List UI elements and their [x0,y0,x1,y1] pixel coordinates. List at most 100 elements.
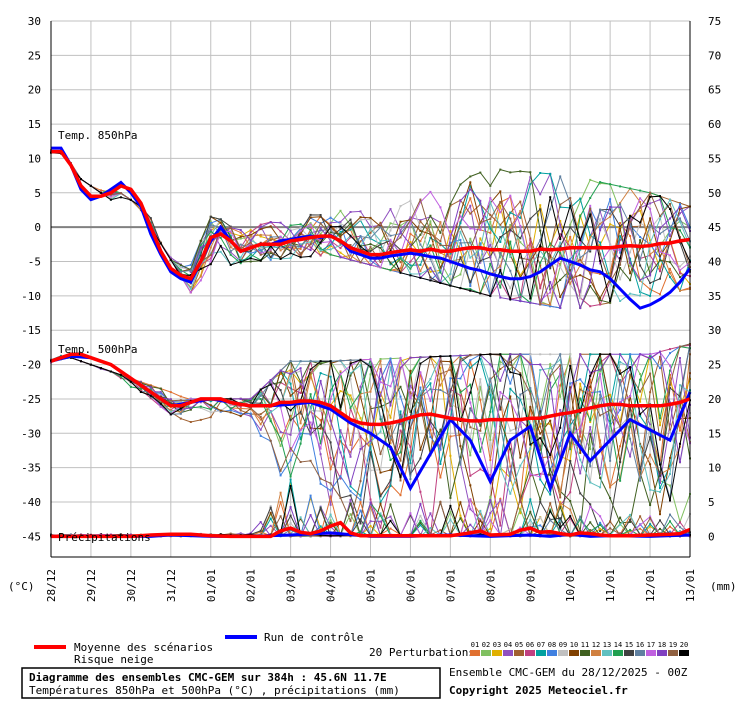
perturbation-point [279,389,282,392]
perturbation-point [619,227,622,230]
perturbation-point [379,415,382,418]
perturbation-point [479,228,482,231]
perturbation-point [469,366,472,369]
perturbation-point [419,396,422,399]
perturbation-point [479,518,482,521]
perturbation-point [319,249,322,252]
legend-perturbation-id: 05 [515,641,523,649]
perturbation-point [489,438,492,441]
perturbation-point [519,237,522,240]
perturbation-point [249,412,252,415]
perturbation-point [559,223,562,226]
perturbation-point [189,421,192,423]
perturbation-point [289,224,292,227]
perturbation-point [339,370,342,373]
legend-perturbation-swatch [492,650,502,656]
perturbation-point [579,378,582,381]
perturbation-point [559,252,562,255]
perturbation-point [189,291,192,294]
perturbation-point [409,241,412,243]
perturbation-point [529,473,532,476]
perturbation-point [459,199,462,202]
perturbation-point [679,429,681,432]
perturbation-point [599,527,602,530]
perturbation-point [449,364,452,367]
perturbation-point [219,533,222,536]
perturbation-point [569,448,572,451]
perturbation-point [80,178,82,181]
perturbation-point [579,215,582,218]
perturbation-point [559,502,562,504]
perturbation-point [499,368,502,370]
perturbation-point [349,359,352,362]
perturbation-point [559,384,562,387]
perturbation-point [199,246,202,249]
perturbation-point [669,383,671,386]
perturbation-point [619,235,622,238]
perturbation-point [559,496,562,499]
perturbation-point [159,242,162,245]
perturbation-point [329,519,332,522]
perturbation-point [419,402,422,405]
perturbation-point [489,474,492,477]
perturbation-point [139,387,142,390]
perturbation-point [199,249,202,252]
perturbation-point [269,256,272,258]
perturbation-point [209,405,212,408]
perturbation-point [549,281,552,284]
perturbation-point [599,393,602,396]
legend-perturbation-id: 16 [636,641,644,649]
perturbation-point [659,277,661,280]
perturbation-point [219,244,222,247]
perturbation-point [469,197,472,200]
perturbation-point [199,267,202,270]
perturbation-point [669,267,671,270]
perturbation-point [70,533,72,536]
perturbation-point [189,271,192,274]
perturbation-point [479,237,482,240]
perturbation-point [289,250,292,253]
perturbation-point [299,247,302,250]
perturbation-point [669,261,671,264]
perturbation-point [569,460,572,462]
perturbation-point [309,372,312,374]
perturbation-point [309,249,312,252]
perturbation-point [329,248,332,251]
perturbation-point [539,524,542,527]
perturbation-point [639,236,642,238]
perturbation-point [379,468,382,471]
perturbation-point [419,243,422,246]
perturbation-point [249,234,252,237]
perturbation-point [159,402,162,405]
perturbation-point [439,282,442,284]
perturbation-point [309,393,312,396]
perturbation-point [479,292,482,295]
perturbation-point [499,223,502,226]
perturbation-point [629,437,632,440]
perturbation-point [629,257,632,260]
perturbation-point [559,306,562,309]
perturbation-point [599,390,602,393]
perturbation-point [639,258,642,261]
perturbation-point [309,222,312,225]
perturbation-point [279,437,282,440]
perturbation-point [409,219,412,222]
perturbation-point [409,451,412,454]
perturbation-point [599,530,602,533]
perturbation-point [209,246,212,249]
perturbation-point [219,230,222,233]
perturbation-point [629,187,632,190]
perturbation-point [459,355,462,358]
perturbation-point [379,402,382,405]
perturbation-point [509,448,512,451]
perturbation-point [339,534,342,537]
perturbation-point [559,528,562,531]
perturbation-point [679,212,681,215]
perturbation-point [639,206,642,209]
perturbation-point [569,445,572,448]
perturbation-point [439,463,442,465]
perturbation-point [329,221,332,224]
perturbation-point [619,185,622,188]
y-left-tick-label: -40 [21,496,41,509]
perturbation-point [469,454,472,457]
